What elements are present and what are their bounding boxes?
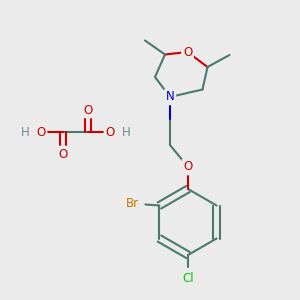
Text: O: O: [105, 125, 115, 139]
Text: Br: Br: [126, 197, 139, 210]
Text: O: O: [36, 125, 46, 139]
Text: O: O: [183, 46, 192, 59]
Text: O: O: [58, 148, 68, 160]
Text: H: H: [21, 125, 29, 139]
Text: N: N: [166, 91, 174, 103]
Text: O: O: [83, 103, 93, 116]
Text: Cl: Cl: [182, 272, 194, 286]
Text: H: H: [122, 125, 130, 139]
Text: O: O: [183, 160, 193, 173]
